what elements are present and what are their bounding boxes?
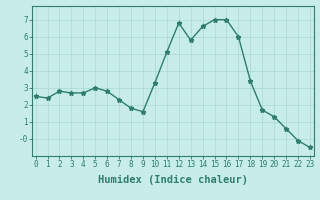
X-axis label: Humidex (Indice chaleur): Humidex (Indice chaleur) [98,175,248,185]
